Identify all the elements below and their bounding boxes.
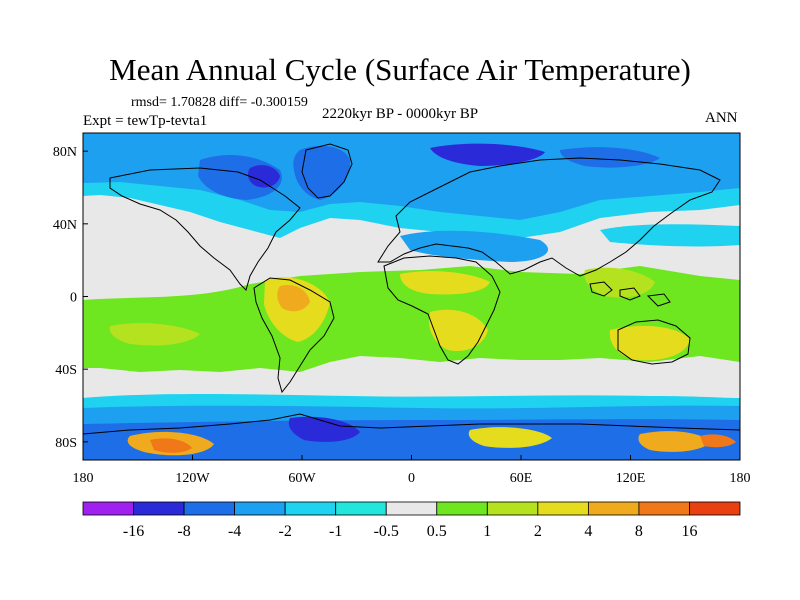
season-text: ANN: [705, 110, 738, 126]
east-siberia-negative: [560, 147, 660, 168]
antarctica-yellow-mid: [468, 427, 552, 448]
colorbar-swatch: [587, 501, 640, 516]
colorbar: -16 -8 -4 -2 -1 -0.5 0.5 1 2 4 8 16: [82, 501, 741, 540]
south-america-coast: [253, 277, 335, 394]
colorbar-label: 1: [483, 523, 491, 540]
antarctica-red-left: [150, 438, 192, 453]
colorbar-label: -1: [329, 523, 342, 540]
lon-label: 120E: [616, 471, 646, 486]
colorbar-swatch: [284, 501, 337, 516]
lon-label: 180: [73, 471, 94, 486]
africa-south-yellow: [428, 309, 488, 352]
colorbar-label: 4: [584, 523, 592, 540]
lat-label: 40S: [55, 363, 77, 378]
north-america-coast: [109, 167, 301, 291]
asia-blue-tongue: [400, 230, 549, 262]
colorbar-swatch: [183, 501, 236, 516]
colorbar-label: 2: [534, 523, 542, 540]
colorbar-label: 0.5: [427, 523, 447, 540]
colorbar-swatch: [385, 501, 438, 516]
antarctica-west-very-negative: [288, 416, 360, 442]
coastlines: [82, 143, 741, 435]
colorbar-swatch: [436, 501, 488, 516]
lat-label: 0: [70, 291, 77, 306]
africa-coast: [383, 255, 501, 365]
south-america-orange: [277, 284, 310, 312]
longitude-axis: 180 120W 60W 0 60E 120E 180: [73, 455, 751, 486]
lat-label: 40N: [53, 218, 77, 233]
sahara-yellow: [400, 271, 490, 295]
colorbar-swatch: [486, 501, 539, 516]
latitude-axis: 80N 40N 0 40S 80S: [53, 145, 88, 451]
colorbar-swatch: [638, 501, 690, 516]
antarctica-orange-right: [638, 431, 712, 452]
colorbar-label: -8: [177, 523, 190, 540]
greenland-coast: [301, 143, 353, 199]
experiment-text: Expt = tewTp-tevta1: [83, 113, 208, 129]
tropical-green-belt: [83, 266, 740, 372]
maritime-yellow: [584, 267, 655, 298]
lon-label: 0: [408, 471, 415, 486]
map-title: Mean Annual Cycle (Surface Air Temperatu…: [109, 52, 691, 87]
anomaly-field: [83, 133, 740, 460]
colorbar-label: -16: [123, 523, 144, 540]
colorbar-label: -2: [278, 523, 291, 540]
colorbar-label: -0.5: [374, 523, 399, 540]
lon-label: 180: [730, 471, 751, 486]
antarctica-negative: [83, 419, 740, 460]
colorbar-swatch: [689, 501, 741, 516]
lon-label: 60E: [510, 471, 533, 486]
australia-coast: [617, 319, 691, 365]
colorbar-label: -4: [228, 523, 241, 540]
lat-label: 80N: [53, 145, 77, 160]
antarctica-coast: [82, 413, 741, 435]
colorbar-swatch: [537, 501, 589, 516]
hudson-very-negative: [248, 165, 280, 188]
antarctica-red-right: [700, 434, 736, 448]
colorbar-swatch: [82, 501, 134, 516]
colorbar-label: 8: [635, 523, 643, 540]
lon-label: 120W: [175, 471, 210, 486]
north-pacific-cyan: [600, 224, 740, 247]
siberia-very-negative: [430, 143, 545, 166]
colorbar-label: 16: [681, 523, 697, 540]
australia-yellow: [609, 325, 690, 361]
maritime-islands-coast: [589, 281, 671, 307]
colorbar-swatch: [335, 501, 387, 516]
lat-label: 80S: [55, 436, 77, 451]
pacific-yg-patch: [109, 323, 200, 346]
eurasia-coast: [377, 157, 721, 277]
stats-text: rmsd= 1.70828 diff= -0.300159: [131, 95, 308, 110]
colorbar-swatch: [133, 501, 185, 516]
period-text: 2220kyr BP - 0000kyr BP: [322, 106, 479, 122]
lon-label: 60W: [288, 471, 316, 486]
colorbar-swatch: [234, 501, 286, 516]
